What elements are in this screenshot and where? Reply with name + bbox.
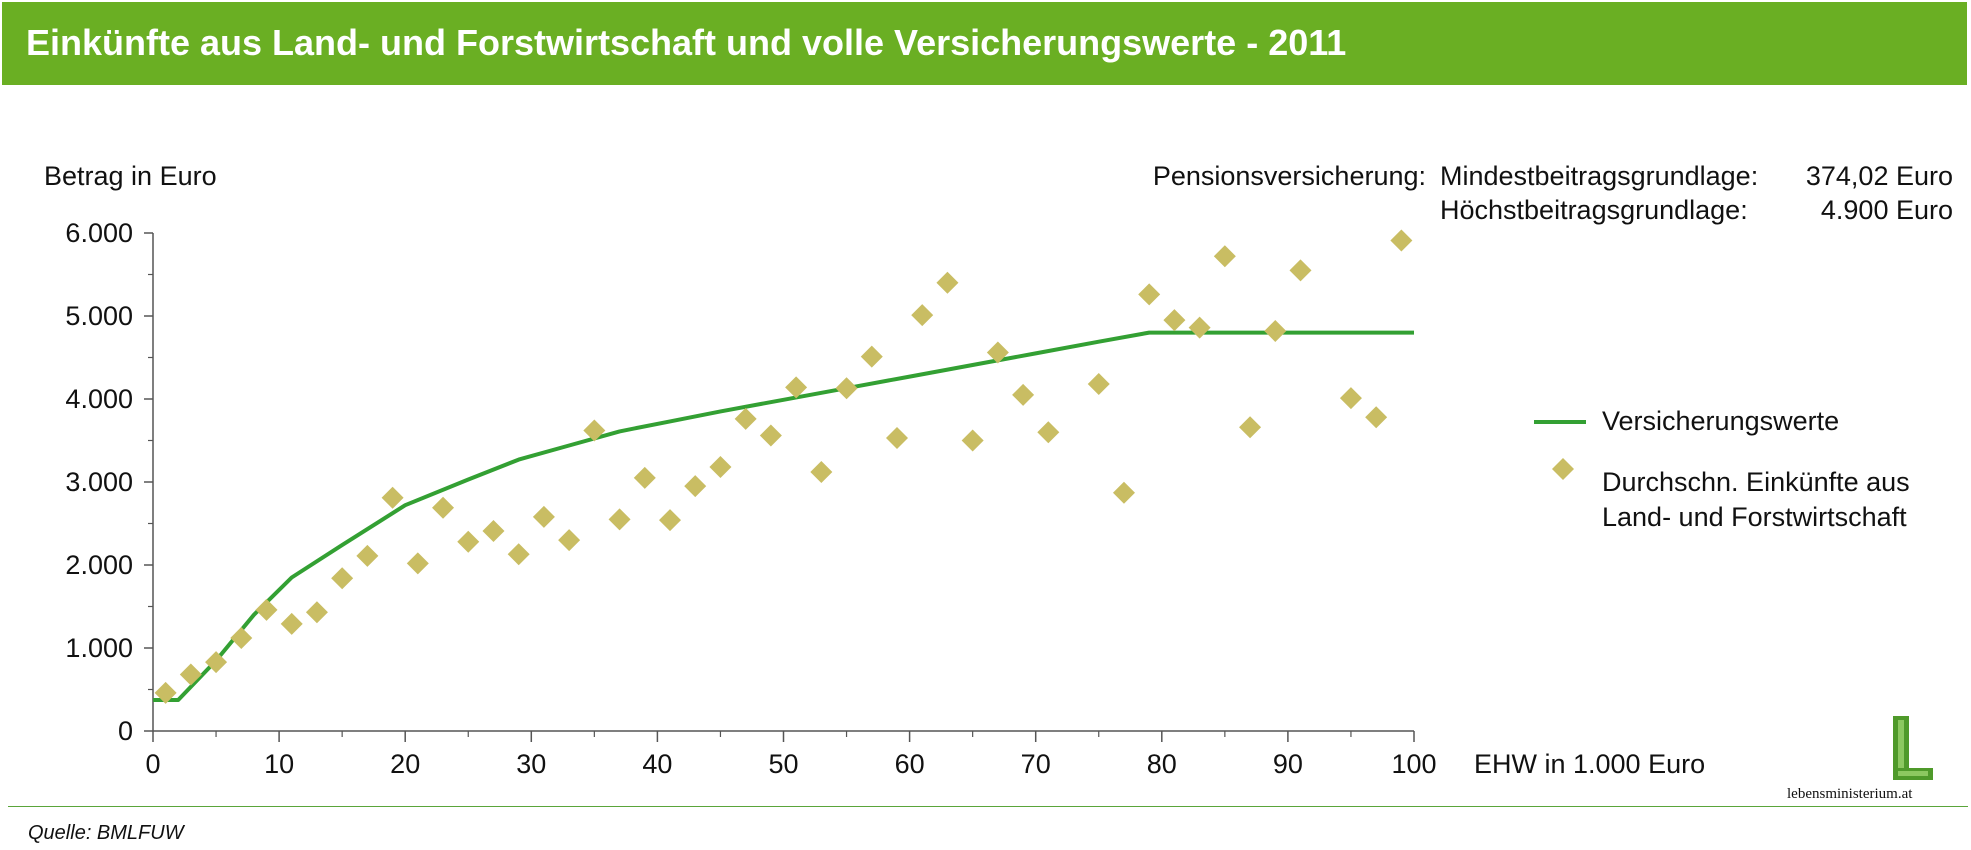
scatter-point [230, 627, 253, 650]
scatter-point [936, 271, 959, 294]
scatter-point [406, 552, 429, 575]
max-basis-label: Höchstbeitragsgrundlage: [1440, 195, 1748, 225]
scatter-point [759, 424, 782, 447]
scatter-point [583, 419, 606, 442]
min-basis-value: 374,02 Euro [1805, 161, 1953, 191]
legend-label-scatter: Durchschn. Einkünfte aus Land- und Forst… [1602, 467, 1910, 532]
scatter-point [154, 681, 177, 704]
scatter-point [482, 519, 505, 542]
scatter-point [659, 509, 682, 532]
y-tick-label: 2.000 [65, 550, 133, 580]
scatter-point [1213, 245, 1236, 268]
scatter-point [1112, 481, 1135, 504]
scatter-point [532, 505, 555, 528]
scatter-point [885, 427, 908, 450]
scatter-point [1037, 421, 1060, 444]
scatter-point [684, 475, 707, 498]
scatter-point [305, 601, 328, 624]
scatter-point [961, 429, 984, 452]
scatter-point [331, 567, 354, 590]
scatter-point [1390, 229, 1413, 252]
scatter-point [1339, 387, 1362, 410]
min-basis-label: Mindestbeitragsgrundlage: [1440, 161, 1759, 191]
y-tick-label: 3.000 [65, 467, 133, 497]
scatter-point [1239, 416, 1262, 439]
scatter-point [558, 529, 581, 552]
scatter-point [911, 304, 934, 327]
scatter-point [1163, 309, 1186, 332]
legend-label-line: Versicherungswerte [1602, 406, 1840, 436]
scatter-point [1365, 406, 1388, 429]
series-line-versicherungswerte [153, 330, 1414, 702]
scatter-point [1012, 383, 1035, 406]
y-tick-label: 4.000 [65, 384, 133, 414]
scatter-point [734, 407, 757, 430]
scatter-point [179, 663, 202, 686]
scatter-point [785, 376, 808, 399]
title-bar: Einkünfte aus Land- und Forstwirtschaft … [2, 2, 1967, 85]
x-tick-label: 40 [642, 749, 672, 779]
scatter-point [255, 598, 278, 621]
max-basis-value: 4.900 Euro [1820, 195, 1953, 225]
x-axis-label: EHW in 1.000 Euro [1474, 749, 1706, 779]
x-tick-label: 100 [1391, 749, 1436, 779]
scatter-point [356, 544, 379, 567]
scatter-point [860, 345, 883, 368]
scatter-point [205, 651, 228, 674]
scatter-point [608, 508, 631, 531]
x-tick-label: 30 [516, 749, 546, 779]
scatter-point [280, 612, 303, 635]
x-tick-label: 20 [390, 749, 420, 779]
scatter-point [381, 486, 404, 509]
scatter-point [1264, 319, 1287, 342]
chart-title: Einkünfte aus Land- und Forstwirtschaft … [26, 22, 1347, 63]
scatter-point [1138, 283, 1161, 306]
scatter-point [986, 341, 1009, 364]
logo-text: lebensministerium.at [1787, 786, 1913, 802]
footer-divider [8, 806, 1968, 807]
x-tick-label: 90 [1273, 749, 1303, 779]
legend-line-swatch [1534, 420, 1586, 424]
pension-label: Pensionsversicherung: [1152, 161, 1426, 191]
x-tick-label: 10 [264, 749, 294, 779]
x-tick-label: 0 [145, 749, 160, 779]
y-tick-label: 5.000 [65, 301, 133, 331]
leaf-l-logo-icon [1878, 716, 1956, 788]
y-tick-label: 1.000 [65, 633, 133, 663]
scatter-point [633, 466, 656, 489]
scatter-point [1087, 373, 1110, 396]
scatter-point [835, 377, 858, 400]
scatter-point [457, 530, 480, 553]
x-tick-label: 60 [895, 749, 925, 779]
source-note: Quelle: BMLFUW [28, 822, 184, 844]
scatter-point [709, 456, 732, 479]
scatter-point [432, 496, 455, 519]
x-tick-label: 80 [1147, 749, 1177, 779]
x-tick-label: 50 [768, 749, 798, 779]
y-tick-label: 6.000 [65, 218, 133, 248]
y-axis-label: Betrag in Euro [44, 161, 217, 191]
scatter-point [1289, 259, 1312, 282]
scatter-point [810, 461, 833, 484]
x-tick-label: 70 [1021, 749, 1051, 779]
y-tick-label: 0 [118, 716, 133, 746]
scatter-point [507, 543, 530, 566]
scatter-point [1188, 316, 1211, 339]
